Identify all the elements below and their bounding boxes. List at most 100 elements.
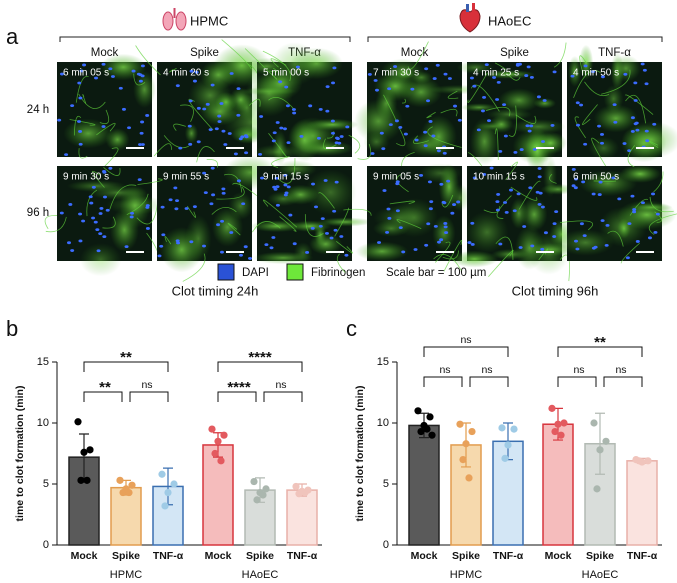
fiber [485, 106, 511, 117]
nucleus [79, 69, 84, 73]
nucleus [238, 253, 243, 257]
micrograph: 9 min 55 s [137, 155, 278, 282]
nucleus [282, 127, 287, 131]
nucleus [538, 191, 543, 195]
error-bar [595, 412, 605, 475]
condition-label: Mock [401, 47, 429, 59]
significance-label: ** [99, 379, 111, 396]
nucleus [102, 195, 107, 199]
group-label: HPMC [450, 569, 482, 581]
nucleus [241, 202, 246, 206]
fibrin [460, 103, 498, 112]
nucleus [470, 221, 475, 225]
nucleus [121, 107, 126, 111]
nucleus [484, 63, 489, 67]
fibrin [105, 128, 130, 152]
nucleus [325, 85, 330, 89]
nucleus [221, 129, 226, 133]
nucleus [428, 120, 433, 123]
fiber [173, 123, 186, 131]
nucleus [591, 192, 596, 196]
nucleus [184, 207, 189, 210]
fiber [248, 98, 261, 107]
fibrin [619, 164, 661, 183]
nucleus [70, 104, 75, 107]
timestamp: 4 min 25 s [473, 68, 519, 79]
fibrin [593, 104, 638, 133]
fiber [135, 45, 161, 76]
data-point [74, 418, 82, 426]
nucleus [220, 250, 225, 254]
nucleus [571, 167, 576, 171]
nucleus [283, 173, 288, 177]
bar [286, 489, 318, 546]
nucleus [138, 143, 143, 146]
nucleus [598, 180, 603, 184]
nucleus [89, 201, 94, 205]
nucleus [271, 236, 276, 239]
fiber [591, 137, 610, 173]
fiber [515, 114, 537, 124]
fibrin [588, 136, 620, 160]
nucleus [644, 82, 649, 86]
fibrin [510, 197, 528, 229]
significance-bracket [83, 391, 123, 402]
nucleus [579, 103, 584, 107]
nucleus [386, 207, 391, 211]
nucleus [597, 193, 602, 196]
data-point [220, 431, 228, 439]
nucleus [174, 207, 179, 211]
nucleus [275, 121, 280, 124]
nucleus [446, 179, 451, 183]
nucleus [223, 143, 228, 146]
nucleus [78, 212, 83, 216]
nucleus [189, 69, 194, 73]
data-point [510, 425, 518, 433]
fiber [75, 75, 89, 103]
data-point [292, 482, 300, 491]
nucleus [503, 134, 508, 138]
nucleus [145, 114, 150, 117]
fiber [133, 73, 146, 86]
nucleus [98, 232, 103, 236]
data-point [161, 502, 169, 510]
nucleus [513, 150, 518, 154]
data-point [423, 425, 431, 433]
nucleus [537, 203, 542, 206]
nucleus [583, 142, 588, 146]
nucleus [395, 209, 400, 213]
fibrin [489, 115, 514, 134]
micrograph: 9 min 15 s [250, 155, 374, 273]
fiber [620, 242, 640, 264]
nucleus [130, 211, 135, 215]
micrograph: 6 min 05 s [57, 53, 156, 170]
fiber [164, 236, 172, 245]
fiber [82, 94, 87, 104]
nucleus [582, 234, 587, 238]
data-point [253, 496, 261, 504]
nucleus [247, 257, 252, 260]
fiber [407, 41, 429, 70]
nucleus [292, 242, 297, 246]
fibrin [306, 118, 359, 131]
nucleus [217, 120, 222, 123]
nucleus [274, 176, 279, 180]
nucleus [642, 68, 647, 72]
nucleus [550, 124, 555, 127]
nucleus [124, 245, 129, 249]
nucleus [96, 249, 101, 253]
nucleus [431, 134, 436, 138]
nucleus [145, 206, 150, 209]
nucleus [439, 182, 444, 186]
data-point [250, 477, 258, 486]
nucleus [581, 180, 586, 184]
fiber [441, 194, 454, 208]
nucleus [68, 203, 73, 206]
nucleus [325, 109, 330, 113]
significance-bracket [469, 376, 509, 387]
fiber [268, 97, 295, 110]
nucleus [467, 241, 472, 244]
nucleus [214, 127, 219, 131]
nucleus [320, 217, 325, 221]
fiber [276, 158, 296, 184]
